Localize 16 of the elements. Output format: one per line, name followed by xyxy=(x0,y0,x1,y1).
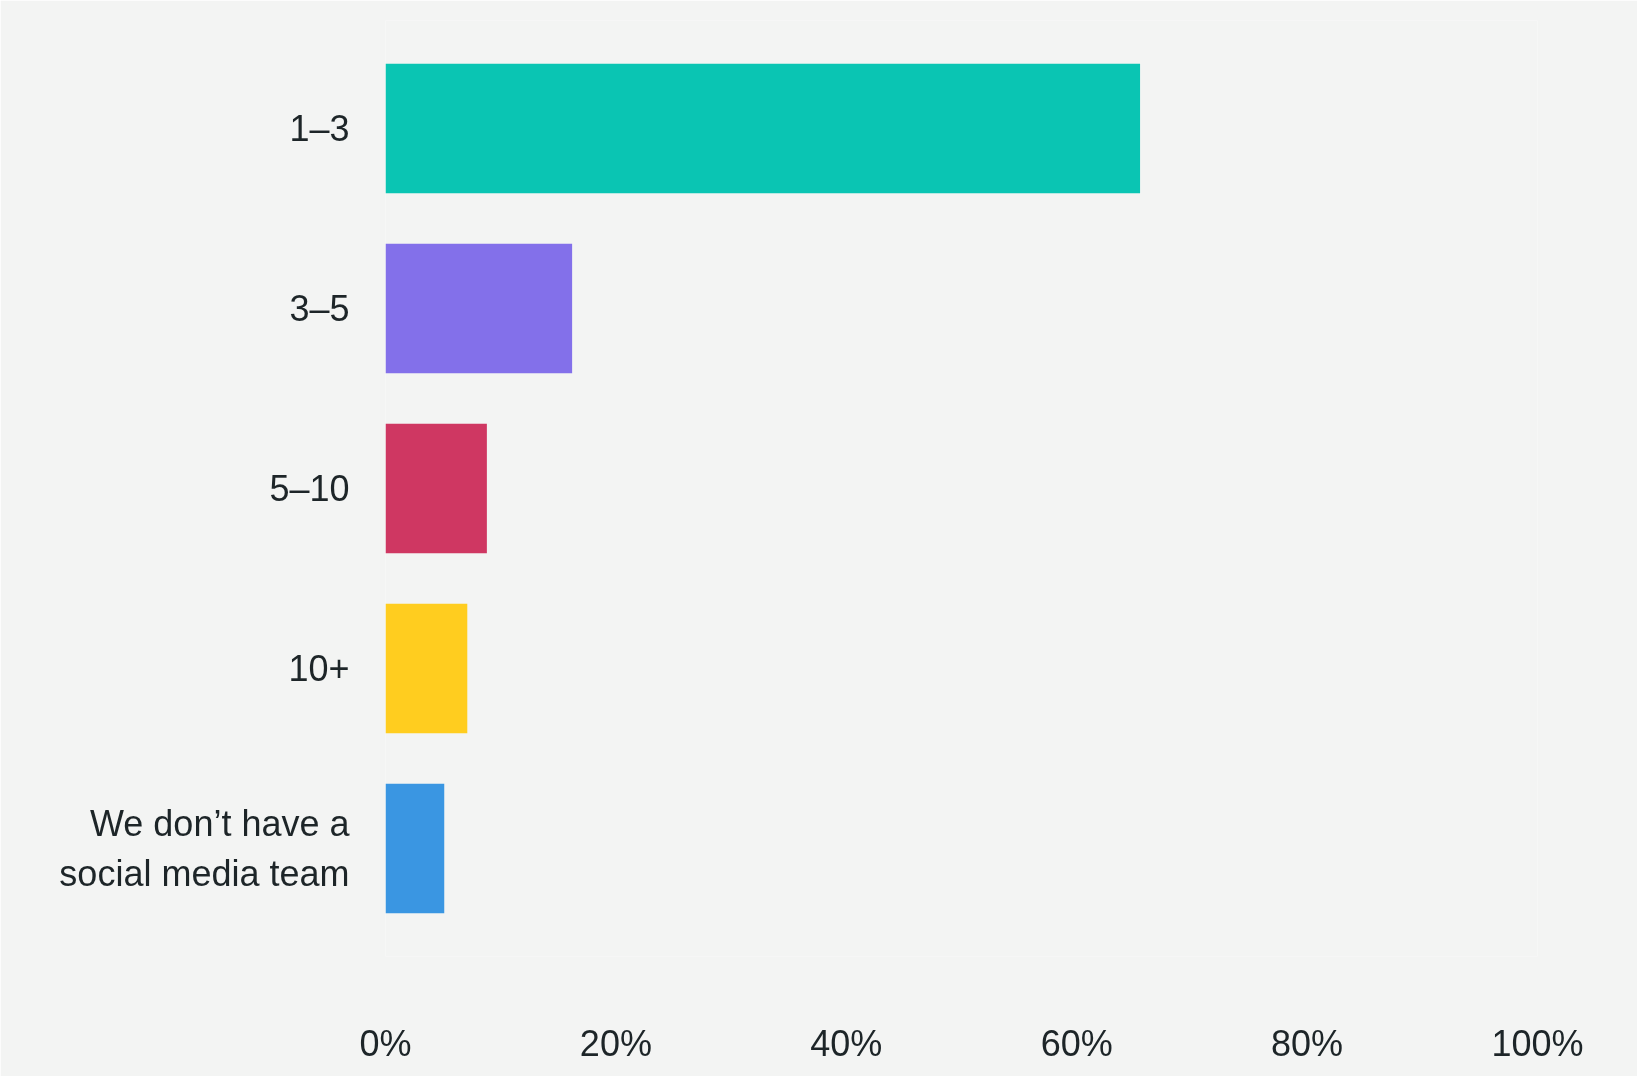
x-tick-label: 100% xyxy=(1491,1022,1584,1064)
y-tick-label: 1–3 xyxy=(289,108,350,149)
x-tick-label: 0% xyxy=(359,1022,412,1064)
bar xyxy=(385,423,487,554)
bar xyxy=(385,63,1141,194)
y-tick-label: We don’t have a social media team xyxy=(59,803,351,894)
y-tick-label: 10+ xyxy=(288,648,350,689)
bar xyxy=(385,603,468,734)
x-tick-label: 40% xyxy=(810,1022,883,1064)
bar xyxy=(385,243,573,374)
y-tick-label: 5–10 xyxy=(269,468,350,509)
x-tick-label: 20% xyxy=(579,1022,652,1064)
x-tick-label: 60% xyxy=(1040,1022,1113,1064)
y-tick-label: 3–5 xyxy=(289,288,350,329)
bar xyxy=(385,783,445,914)
x-tick-label: 80% xyxy=(1271,1022,1344,1064)
